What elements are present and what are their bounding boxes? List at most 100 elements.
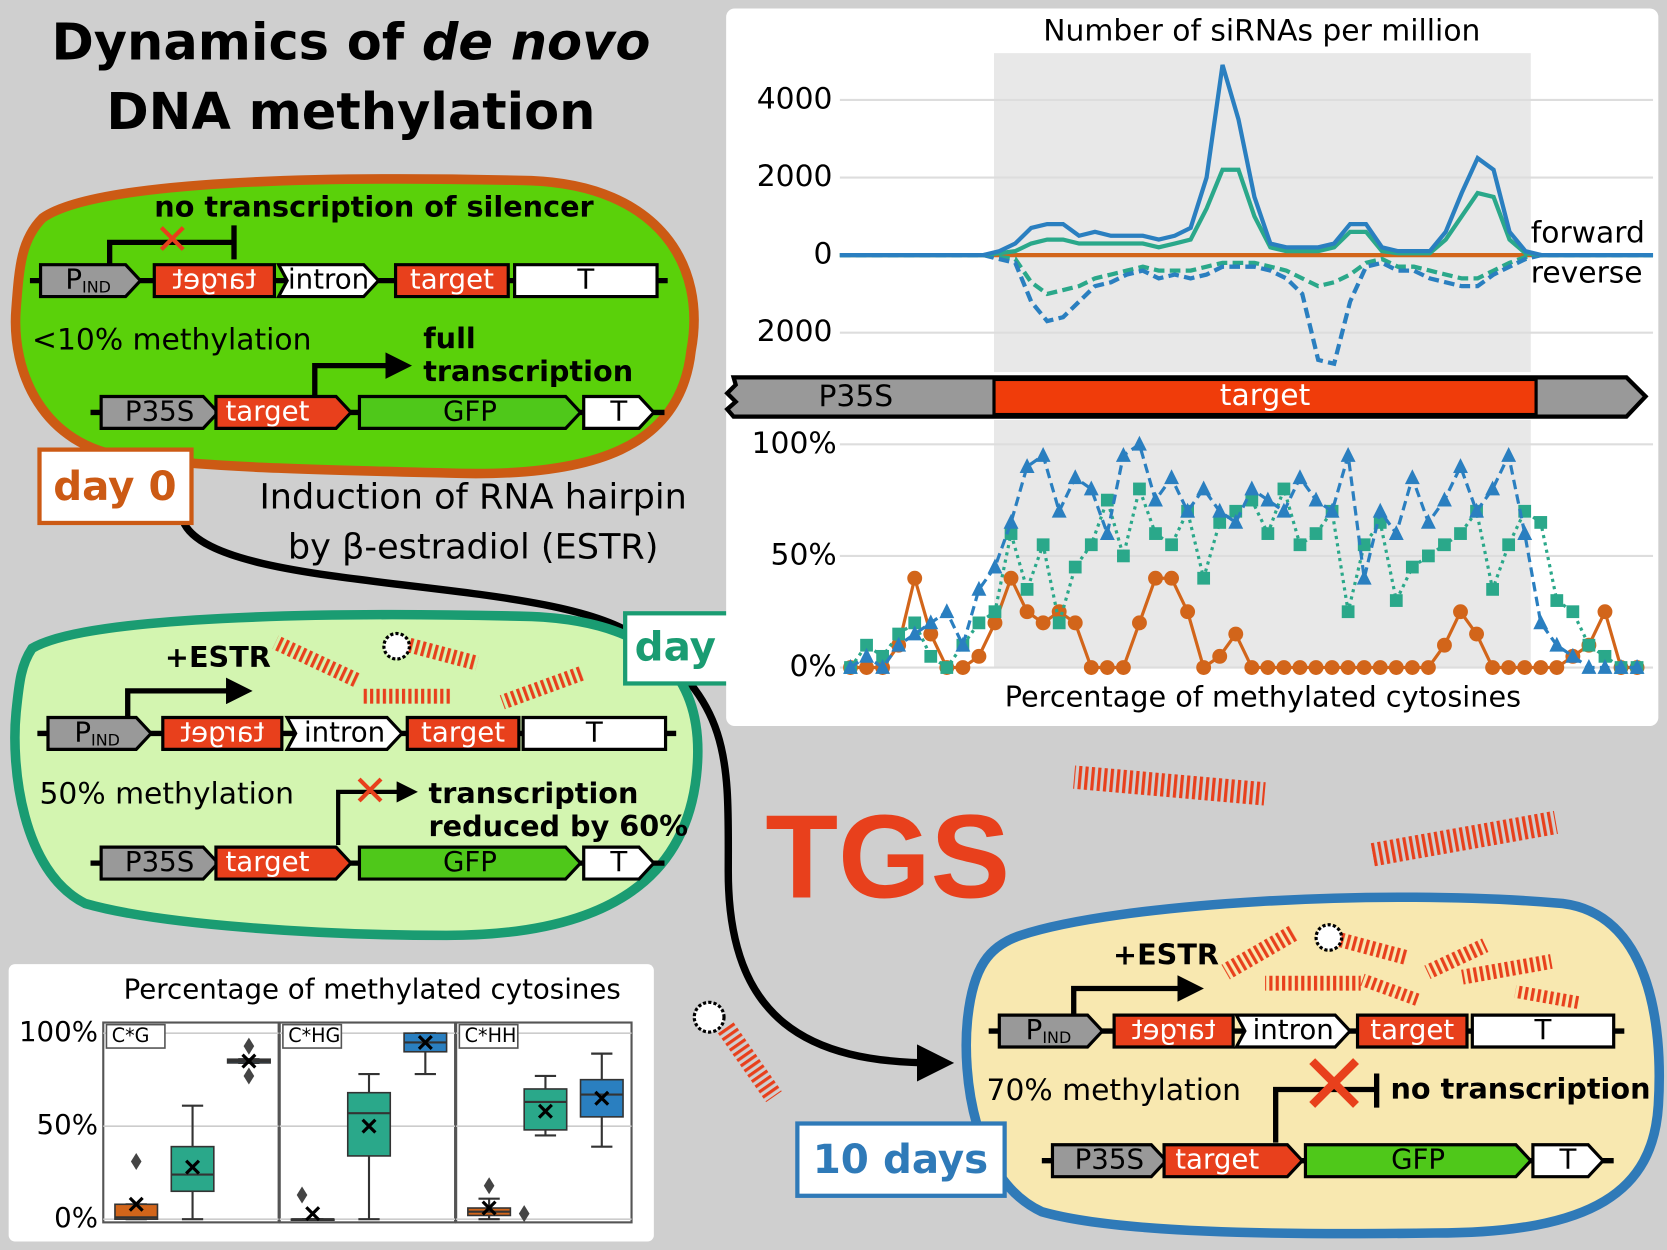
point <box>1115 660 1131 675</box>
point <box>1293 538 1307 552</box>
point <box>1003 513 1019 529</box>
point <box>955 660 971 675</box>
y-tick-label: 100% <box>19 1015 98 1048</box>
chart-title: Number of siRNAs per million <box>1043 13 1480 48</box>
point <box>843 659 858 674</box>
point <box>1084 538 1098 552</box>
dna-element <box>99 845 221 881</box>
dna-element <box>582 394 657 430</box>
point <box>1340 660 1356 675</box>
point <box>1501 660 1517 675</box>
dna-element <box>1303 1143 1533 1179</box>
point <box>1133 482 1146 496</box>
point <box>908 616 922 630</box>
dna-element <box>214 845 354 881</box>
dna-element <box>1470 1013 1616 1049</box>
point <box>1148 491 1163 507</box>
point <box>1019 458 1035 474</box>
dna-element <box>46 715 154 751</box>
dna-element <box>357 394 583 430</box>
point <box>1308 660 1324 675</box>
point <box>1598 649 1612 663</box>
point <box>1196 480 1212 496</box>
y-tick-label: 4000 <box>757 81 833 116</box>
facet-label: C*HH <box>465 1024 517 1047</box>
point <box>1565 647 1581 663</box>
point <box>1420 660 1436 675</box>
point <box>1180 604 1196 620</box>
point <box>1083 660 1099 675</box>
dna-element <box>1162 1143 1305 1179</box>
outcome-text: no transcription <box>1390 1072 1650 1106</box>
title-italic: de novo <box>422 14 651 73</box>
point <box>1437 637 1452 653</box>
y-tick-label: 100% <box>752 426 837 461</box>
box <box>346 1091 392 1157</box>
point <box>1405 560 1419 574</box>
mean-marker <box>361 1118 377 1134</box>
day-label: day 0 <box>53 463 176 510</box>
element-label: T <box>585 715 603 748</box>
element-label: P <box>74 715 91 748</box>
dna-element <box>284 715 405 751</box>
transcription-arrow <box>125 677 253 718</box>
point <box>1212 648 1228 664</box>
methylation-text: 50% methylation <box>39 777 293 812</box>
point <box>1292 469 1308 485</box>
element-label: P <box>65 263 82 296</box>
block-cross: ✕ <box>155 216 191 265</box>
facet-label-box <box>458 1023 519 1049</box>
dna-element <box>1050 1143 1169 1179</box>
point <box>1597 604 1613 620</box>
element-label: P35S <box>125 845 194 878</box>
point <box>1149 527 1162 540</box>
time-arrow <box>179 519 955 1082</box>
point <box>1068 560 1082 574</box>
point <box>1549 660 1565 675</box>
dna-element <box>582 845 657 881</box>
dna-element <box>1355 1013 1469 1049</box>
title-line2: DNA methylation <box>106 83 595 142</box>
point <box>1533 660 1549 675</box>
point <box>1197 571 1211 585</box>
point <box>1036 538 1050 552</box>
element-label: target <box>1370 1013 1454 1046</box>
x-axis-label: Percentage of methylated cytosines <box>1005 679 1521 713</box>
dna-element <box>99 394 221 430</box>
hairpins <box>272 631 1580 1103</box>
dna-element <box>513 263 659 299</box>
point <box>1566 605 1580 619</box>
facet-label-box <box>282 1023 343 1049</box>
map-target <box>992 377 1538 417</box>
point <box>1164 469 1179 485</box>
point <box>1324 660 1340 675</box>
map-label: P35S <box>818 379 893 414</box>
dna-element <box>275 263 381 299</box>
methylation-line <box>849 441 1638 670</box>
block-cross: ✕ <box>1299 1036 1370 1135</box>
point <box>923 614 939 630</box>
facet-label-box <box>105 1023 166 1049</box>
point <box>1486 583 1499 596</box>
point <box>1597 659 1613 674</box>
outlier <box>483 1177 495 1195</box>
point <box>907 625 923 641</box>
point <box>1582 638 1596 652</box>
point <box>907 570 923 586</box>
silencer-note: no transcription of silencer <box>154 189 594 223</box>
y-tick-label: 0 <box>813 237 832 272</box>
element-label: target <box>421 715 505 748</box>
day-box <box>795 1121 1007 1198</box>
point <box>1629 659 1645 674</box>
point <box>1100 493 1114 507</box>
point <box>1613 659 1629 674</box>
point <box>1067 615 1083 631</box>
transcription-arrow <box>336 781 418 846</box>
point <box>1020 583 1034 596</box>
element-label: target <box>225 394 309 427</box>
outcome-text: full <box>423 321 476 355</box>
point <box>1132 615 1147 631</box>
element-label: P <box>1026 1013 1043 1046</box>
mean-marker <box>481 1200 497 1216</box>
point <box>1388 660 1404 675</box>
